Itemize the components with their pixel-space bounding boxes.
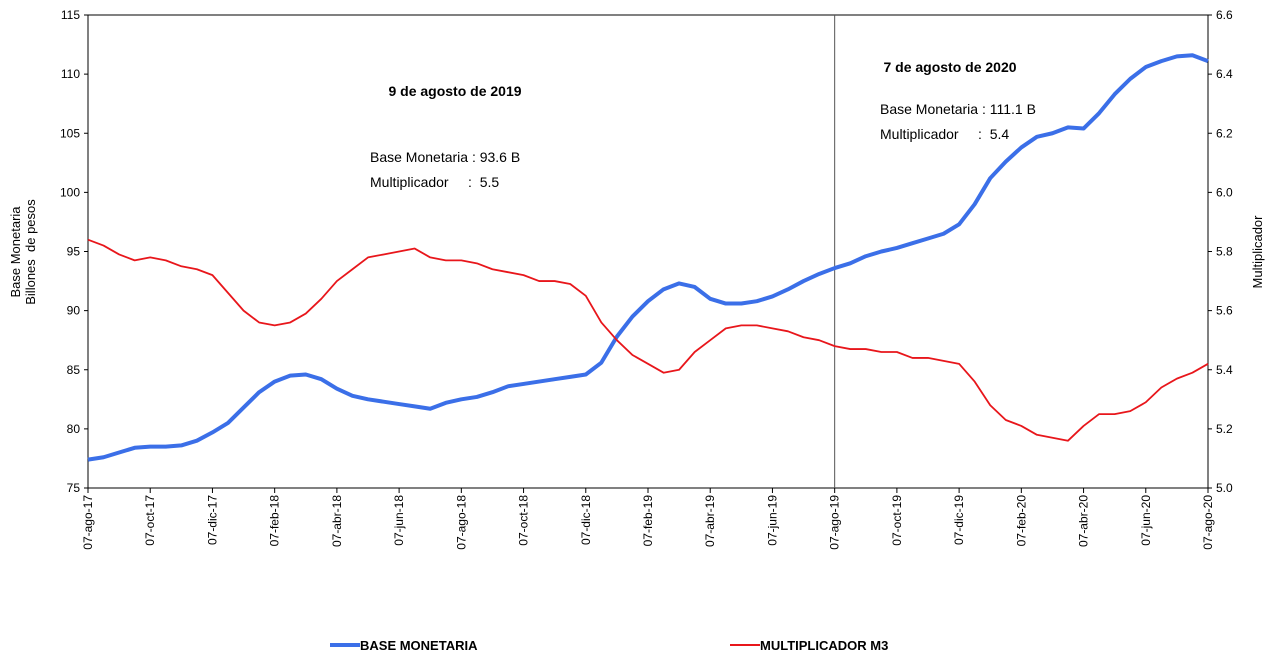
x-tick-label: 07-jun-19	[765, 495, 779, 546]
x-tick-label: 07-feb-20	[1014, 495, 1028, 547]
y2-tick-label: 5.8	[1216, 245, 1233, 259]
x-tick-label: 07-jun-18	[392, 495, 406, 546]
x-tick-label: 07-abr-18	[330, 495, 344, 547]
y-tick-label: 100	[60, 185, 80, 199]
legend-label: BASE MONETARIA	[360, 638, 478, 653]
plot-frame	[87, 14, 1209, 489]
x-tick-label: 07-ago-18	[454, 495, 468, 550]
x-tick-label: 07-feb-19	[641, 495, 655, 547]
legend-label: MULTIPLICADOR M3	[760, 638, 888, 653]
series-line	[87, 53, 1209, 462]
x-tick-label: 07-oct-17	[143, 495, 157, 546]
y2-tick-label: 5.6	[1216, 304, 1233, 318]
y2-tick-label: 6.2	[1216, 126, 1233, 140]
y-tick-label: 115	[61, 8, 80, 22]
y-axis-label: Base Monetaria	[8, 206, 23, 298]
annotation: Base Monetaria : 93.6 B	[370, 149, 520, 165]
y2-tick-label: 5.4	[1216, 363, 1233, 377]
x-tick-label: 07-jun-20	[1139, 495, 1153, 546]
y-tick-label: 110	[61, 67, 80, 81]
x-tick-label: 07-abr-20	[1077, 495, 1091, 547]
y-tick-label: 75	[67, 481, 81, 495]
y-tick-label: 105	[60, 126, 80, 140]
y2-axis-label: Multiplicador	[1250, 215, 1265, 289]
y-axis-label: Billones de pesos	[23, 199, 38, 305]
x-tick-label: 07-ago-17	[81, 495, 95, 550]
y-tick-label: 95	[67, 245, 81, 259]
x-tick-label: 07-ago-19	[828, 495, 842, 550]
annotation: Multiplicador : 5.4	[880, 126, 1009, 142]
y-tick-label: 90	[67, 304, 81, 318]
x-tick-label: 07-oct-19	[890, 495, 904, 546]
x-tick-label: 07-ago-20	[1201, 495, 1215, 550]
x-tick-label: 07-dic-18	[579, 495, 593, 545]
x-tick-label: 07-oct-18	[517, 495, 531, 546]
y2-tick-label: 6.4	[1216, 67, 1233, 81]
annotation: Base Monetaria : 111.1 B	[880, 101, 1036, 117]
x-tick-label: 07-feb-18	[268, 495, 282, 547]
annotation: 9 de agosto de 2019	[388, 83, 521, 99]
y2-tick-label: 6.0	[1216, 185, 1233, 199]
x-tick-label: 07-dic-19	[952, 495, 966, 545]
y-tick-label: 85	[67, 363, 81, 377]
annotation: 7 de agosto de 2020	[883, 59, 1016, 75]
y-tick-label: 80	[67, 422, 81, 436]
x-tick-label: 07-abr-19	[703, 495, 717, 547]
series-line	[87, 238, 1209, 442]
x-tick-label: 07-dic-17	[205, 495, 219, 545]
y2-tick-label: 5.0	[1216, 481, 1233, 495]
y2-tick-label: 6.6	[1216, 8, 1233, 22]
annotation: Multiplicador : 5.5	[370, 174, 499, 190]
y2-tick-label: 5.2	[1216, 422, 1233, 436]
